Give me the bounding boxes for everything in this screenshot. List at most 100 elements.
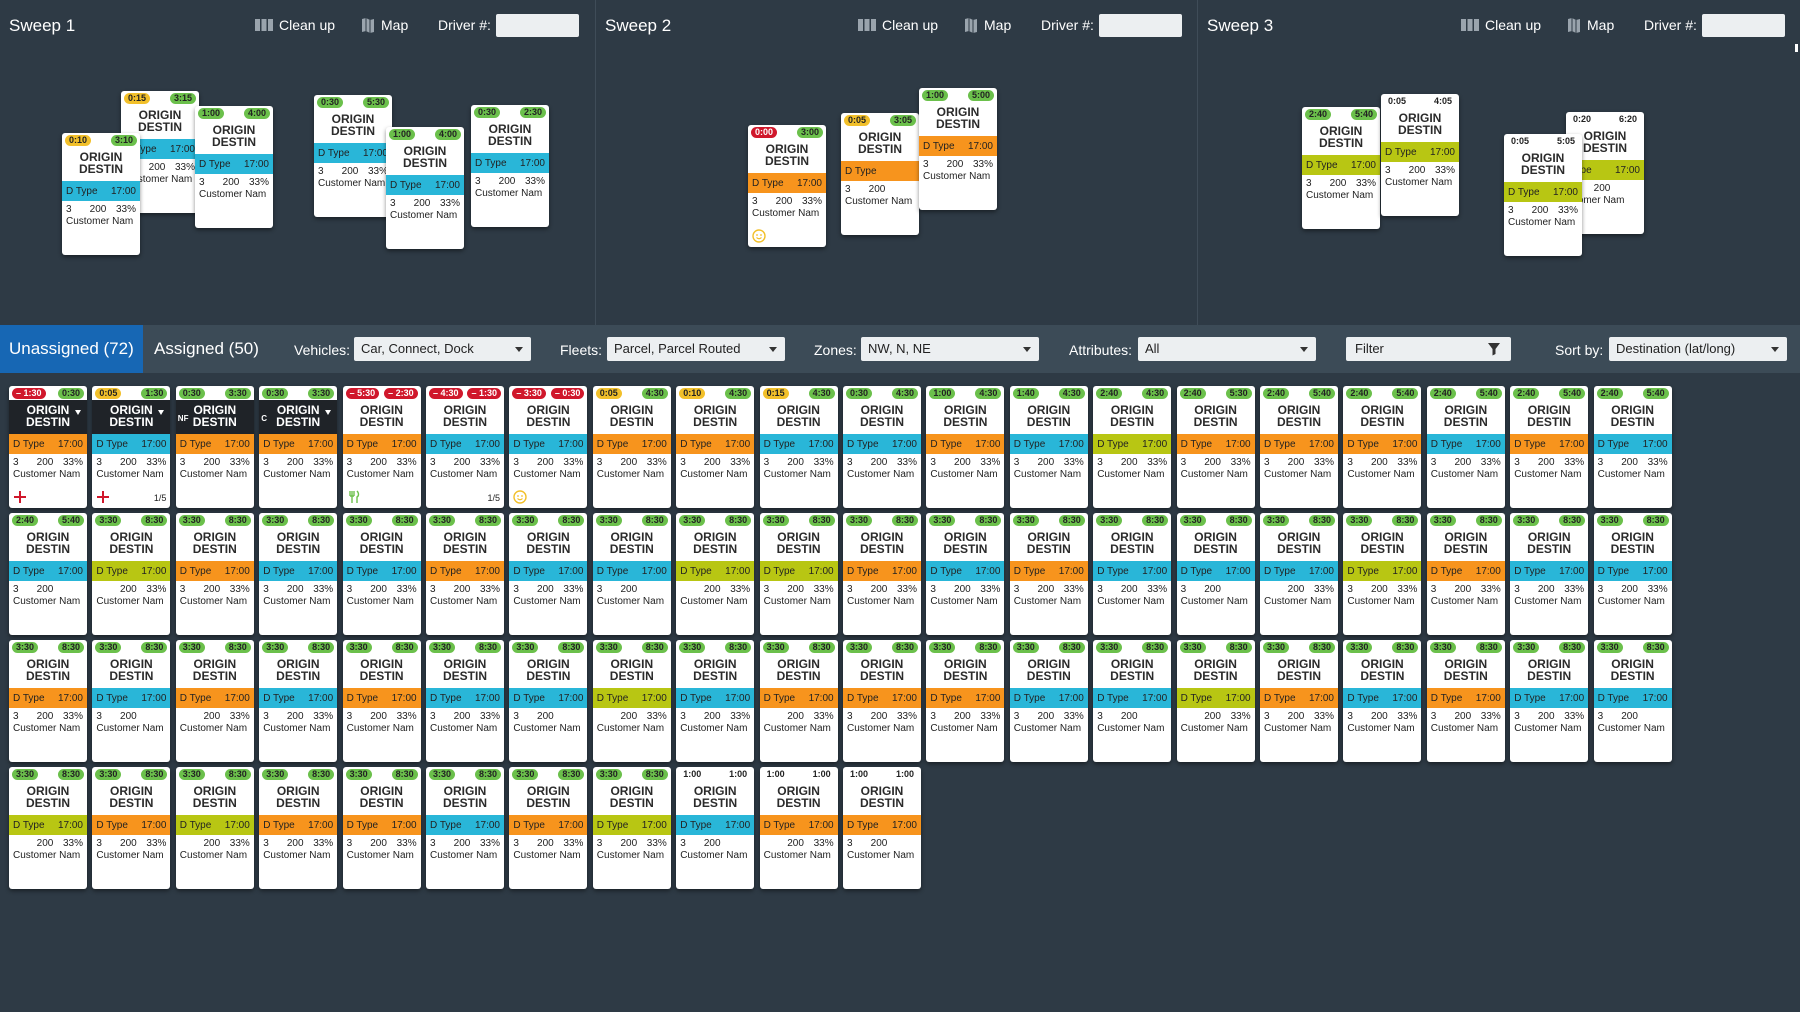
route-card[interactable]: 1:00 4:00 ORIGIN DESTIN D Type 17:00 3 2… (195, 106, 273, 228)
route-card[interactable]: 2:40 5:40 ORIGIN DESTIN D Type 17:00 3 2… (1426, 386, 1505, 508)
route-card[interactable]: 3:30 8:30 ORIGIN DESTIN D Type 17:00 200… (676, 513, 755, 635)
route-card[interactable]: 2:40 5:40 ORIGIN DESTIN D Type 17:00 3 2… (1260, 386, 1338, 508)
route-card[interactable]: 3:30 8:30 ORIGIN DESTIN D Type 17:00 3 2… (1009, 513, 1088, 635)
route-card[interactable]: 3:30 8:30 ORIGIN DESTIN D Type 17:00 3 2… (1093, 640, 1172, 762)
route-card[interactable]: 0:05 4:30 ORIGIN DESTIN D Type 17:00 3 2… (592, 386, 671, 508)
route-card[interactable]: 3:30 8:30 ORIGIN DESTIN D Type 17:00 3 2… (509, 640, 588, 762)
route-card[interactable]: 3:30 8:30 ORIGIN DESTIN D Type 17:00 3 2… (1593, 640, 1672, 762)
route-card[interactable]: 2:40 5:40 ORIGIN DESTIN D Type 17:00 3 2… (1343, 386, 1422, 508)
cleanup-button[interactable]: Clean up (255, 17, 335, 33)
map-button[interactable]: Map (1567, 17, 1614, 33)
route-card[interactable]: 3:30 8:30 ORIGIN DESTIN D Type 17:00 3 2… (342, 513, 421, 635)
route-card[interactable]: 1:00 5:00 ORIGIN DESTIN D Type 17:00 3 2… (919, 88, 997, 210)
route-card[interactable]: 0:30 5:30 ORIGIN DESTIN D Type 17:00 3 2… (314, 95, 392, 217)
route-card[interactable]: 2:40 5:40 ORIGIN DESTIN D Type 17:00 3 2… (1510, 386, 1589, 508)
route-card[interactable]: 3:30 8:30 ORIGIN DESTIN D Type 17:00 3 2… (1009, 640, 1088, 762)
route-card[interactable]: 3:30 8:30 ORIGIN DESTIN D Type 17:00 3 2… (1260, 640, 1338, 762)
filter-input[interactable]: Filter (1346, 337, 1511, 361)
scrollbar-thumb[interactable] (1795, 44, 1798, 52)
route-card[interactable]: 1:00 4:00 ORIGIN DESTIN D Type 17:00 3 2… (386, 127, 464, 249)
route-card[interactable]: 3:30 8:30 ORIGIN DESTIN D Type 17:00 3 2… (342, 640, 421, 762)
route-card[interactable]: 3:30 8:30 ORIGIN DESTIN D Type 17:00 3 2… (259, 513, 338, 635)
route-card[interactable]: 0:05 5:05 ORIGIN DESTIN D Type 17:00 3 2… (1504, 134, 1582, 256)
route-card[interactable]: 0:30 3:30 C ORIGIN DESTIN D Type 17:00 3… (259, 386, 338, 508)
route-card[interactable]: 3:30 8:30 ORIGIN DESTIN D Type 17:00 3 2… (843, 513, 921, 635)
route-card[interactable]: 3:30 8:30 ORIGIN DESTIN D Type 17:00 3 2… (259, 640, 338, 762)
route-card[interactable]: 3:30 8:30 ORIGIN DESTIN D Type 17:00 3 2… (509, 767, 588, 889)
map-button[interactable]: Map (361, 17, 408, 33)
route-card[interactable]: 1:00 1:00 ORIGIN DESTIN D Type 17:00 3 2… (843, 767, 921, 889)
route-card[interactable]: 0:10 3:10 ORIGIN DESTIN D Type 17:00 3 2… (62, 133, 140, 255)
attributes-select[interactable]: All (1138, 337, 1316, 361)
route-card[interactable]: 0:30 3:30 NF ORIGIN DESTIN D Type 17:00 … (175, 386, 254, 508)
route-card[interactable]: 3:30 8:30 ORIGIN DESTIN D Type 17:00 3 2… (426, 513, 504, 635)
route-card[interactable]: 2:40 5:40 ORIGIN DESTIN D Type 17:00 3 2… (9, 513, 87, 635)
route-card[interactable]: 3:30 8:30 ORIGIN DESTIN D Type 17:00 3 2… (759, 513, 838, 635)
route-card[interactable]: 2:40 5:40 ORIGIN DESTIN D Type 17:00 3 2… (1593, 386, 1672, 508)
route-card[interactable]: 3:30 8:30 ORIGIN DESTIN D Type 17:00 3 2… (1510, 513, 1589, 635)
route-card[interactable]: 3:30 8:30 ORIGIN DESTIN D Type 17:00 200… (1260, 513, 1338, 635)
route-card[interactable]: 3:30 8:30 ORIGIN DESTIN D Type 17:00 3 2… (1176, 513, 1255, 635)
route-card[interactable]: 3:30 8:30 ORIGIN DESTIN D Type 17:00 3 2… (1426, 640, 1505, 762)
cleanup-button[interactable]: Clean up (858, 17, 938, 33)
route-card[interactable]: 3:30 8:30 ORIGIN DESTIN D Type 17:00 3 2… (926, 640, 1005, 762)
route-card[interactable]: 3:30 8:30 ORIGIN DESTIN D Type 17:00 3 2… (9, 640, 87, 762)
route-card[interactable]: 3:30 8:30 ORIGIN DESTIN D Type 17:00 200… (92, 513, 171, 635)
route-card[interactable]: 3:30 8:30 ORIGIN DESTIN D Type 17:00 3 2… (592, 513, 671, 635)
route-card[interactable]: 3:30 8:30 ORIGIN DESTIN D Type 17:00 3 2… (1343, 513, 1422, 635)
route-card[interactable]: 3:30 8:30 ORIGIN DESTIN D Type 17:00 3 2… (1593, 513, 1672, 635)
route-card[interactable]: 0:10 4:30 ORIGIN DESTIN D Type 17:00 3 2… (676, 386, 755, 508)
route-card[interactable]: – 5:30 – 2:30 ORIGIN DESTIN D Type 17:00… (342, 386, 421, 508)
cleanup-button[interactable]: Clean up (1461, 17, 1541, 33)
route-card[interactable]: 3:30 8:30 ORIGIN DESTIN D Type 17:00 3 2… (259, 767, 338, 889)
route-card[interactable]: 2:40 4:30 ORIGIN DESTIN D Type 17:00 3 2… (1093, 386, 1172, 508)
fleets-select[interactable]: Parcel, Parcel Routed (607, 337, 785, 361)
route-card[interactable]: 1:00 1:00 ORIGIN DESTIN D Type 17:00 200… (759, 767, 838, 889)
route-card[interactable]: 0:30 2:30 ORIGIN DESTIN D Type 17:00 3 2… (471, 105, 549, 227)
route-card[interactable]: 3:30 8:30 ORIGIN DESTIN D Type 17:00 200… (592, 640, 671, 762)
route-card[interactable]: – 3:30 – 0:30 ORIGIN DESTIN D Type 17:00… (509, 386, 588, 508)
route-card[interactable]: – 4:30 – 1:30 ORIGIN DESTIN D Type 17:00… (426, 386, 504, 508)
route-card[interactable]: 3:30 8:30 ORIGIN DESTIN D Type 17:00 3 2… (1426, 513, 1505, 635)
route-card[interactable]: 2:40 5:30 ORIGIN DESTIN D Type 17:00 3 2… (1176, 386, 1255, 508)
zones-select[interactable]: NW, N, NE (861, 337, 1039, 361)
route-card[interactable]: 2:40 5:40 ORIGIN DESTIN D Type 17:00 3 2… (1302, 107, 1380, 229)
route-card[interactable]: 3:30 8:30 ORIGIN DESTIN D Type 17:00 3 2… (92, 640, 171, 762)
chevron-down-icon[interactable] (75, 410, 81, 415)
route-card[interactable]: 3:30 8:30 ORIGIN DESTIN D Type 17:00 200… (759, 640, 838, 762)
route-card[interactable]: 3:30 8:30 ORIGIN DESTIN D Type 17:00 200… (9, 767, 87, 889)
route-card[interactable]: 3:30 8:30 ORIGIN DESTIN D Type 17:00 3 2… (676, 640, 755, 762)
tab-assigned[interactable]: Assigned (50) (154, 339, 259, 358)
route-card[interactable]: 3:30 8:30 ORIGIN DESTIN D Type 17:00 200… (175, 767, 254, 889)
route-card[interactable]: 3:30 8:30 ORIGIN DESTIN D Type 17:00 3 2… (175, 513, 254, 635)
route-card[interactable]: 3:30 8:30 ORIGIN DESTIN D Type 17:00 200… (175, 640, 254, 762)
route-card[interactable]: 3:30 8:30 ORIGIN DESTIN D Type 17:00 200… (1176, 640, 1255, 762)
route-card[interactable]: 3:30 8:30 ORIGIN DESTIN D Type 17:00 3 2… (1510, 640, 1589, 762)
route-card[interactable]: 3:30 8:30 ORIGIN DESTIN D Type 17:00 3 2… (342, 767, 421, 889)
route-card[interactable]: 3:30 8:30 ORIGIN DESTIN D Type 17:00 3 2… (926, 513, 1005, 635)
route-card[interactable]: 1:00 4:30 ORIGIN DESTIN D Type 17:00 3 2… (926, 386, 1005, 508)
sort-select[interactable]: Destination (lat/long) (1609, 337, 1787, 361)
chevron-down-icon[interactable] (325, 410, 332, 415)
route-card[interactable]: – 1:30 0:30 ORIGIN DESTIN D Type 17:00 3… (9, 386, 87, 508)
vehicles-select[interactable]: Car, Connect, Dock (354, 337, 531, 361)
route-card[interactable]: 0:00 3:00 ORIGIN DESTIN D Type 17:00 3 2… (748, 125, 826, 247)
driver-number-input[interactable] (1099, 14, 1182, 37)
route-card[interactable]: 1:00 1:00 ORIGIN DESTIN D Type 17:00 3 2… (676, 767, 755, 889)
route-card[interactable]: 0:15 4:30 ORIGIN DESTIN D Type 17:00 3 2… (759, 386, 838, 508)
plus-icon[interactable] (96, 490, 110, 504)
route-card[interactable]: 0:05 4:05 ORIGIN DESTIN D Type 17:00 3 2… (1381, 94, 1459, 216)
plus-icon[interactable] (13, 490, 27, 504)
driver-number-input[interactable] (1702, 14, 1785, 37)
tab-unassigned[interactable]: Unassigned (72) (0, 325, 143, 373)
route-card[interactable]: 3:30 8:30 ORIGIN DESTIN D Type 17:00 3 2… (843, 640, 921, 762)
route-card[interactable]: 3:30 8:30 ORIGIN DESTIN D Type 17:00 3 2… (509, 513, 588, 635)
map-button[interactable]: Map (964, 17, 1011, 33)
route-card[interactable]: 1:40 4:30 ORIGIN DESTIN D Type 17:00 3 2… (1009, 386, 1088, 508)
driver-number-input[interactable] (496, 14, 579, 37)
chevron-down-icon[interactable] (158, 410, 165, 415)
route-card[interactable]: 0:05 1:30 ORIGIN DESTIN D Type 17:00 3 2… (92, 386, 171, 508)
route-card[interactable]: 3:30 8:30 ORIGIN DESTIN D Type 17:00 3 2… (426, 767, 504, 889)
route-card[interactable]: 3:30 8:30 ORIGIN DESTIN D Type 17:00 3 2… (426, 640, 504, 762)
route-card[interactable]: 3:30 8:30 ORIGIN DESTIN D Type 17:00 3 2… (592, 767, 671, 889)
